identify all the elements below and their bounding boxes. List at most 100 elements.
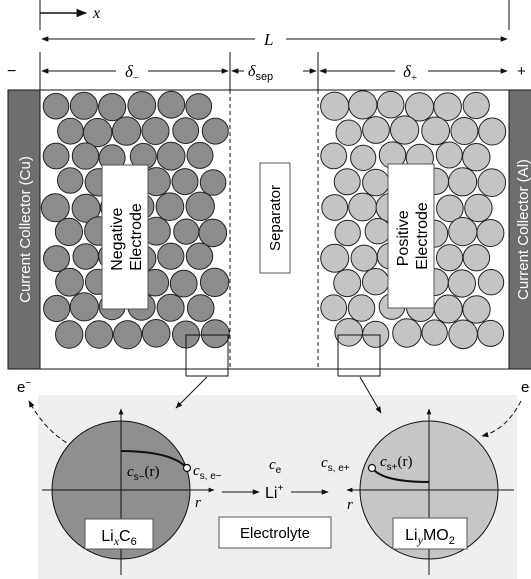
electrode-particle: [156, 293, 185, 322]
electrode-particle: [185, 93, 213, 120]
electrode-particle: [43, 245, 70, 273]
electrode-particle: [56, 167, 84, 194]
x-axis-indicator: x: [39, 0, 100, 30]
negative-electrode-label-box: Negative Electrode: [101, 164, 149, 310]
r-right-label: r: [347, 497, 353, 513]
positive-formula-box: LiyMO2: [392, 517, 468, 550]
electrode-particle: [448, 217, 478, 247]
electrode-particle: [157, 242, 185, 270]
electrode-particle: [433, 294, 463, 324]
electrode-particle: [464, 193, 493, 223]
electrode-particle: [141, 117, 170, 145]
electrode-particle: [335, 119, 362, 146]
ce-label: ce: [269, 457, 282, 476]
electrode-particle: [392, 318, 422, 348]
electrode-particle: [57, 117, 84, 145]
electrode-particle: [54, 217, 84, 246]
electrode-particle: [462, 244, 491, 272]
electrode-particle: [84, 320, 114, 349]
minus-terminal-sign: −: [7, 63, 16, 80]
electrode-particle: [421, 319, 448, 346]
electrode-particle: [83, 117, 113, 148]
electrode-particle: [155, 192, 185, 221]
positive-electrode-label-box: Positive Electrode: [387, 163, 435, 309]
positive-particle-formula: LiyMO2: [405, 527, 455, 547]
electrode-particle: [171, 168, 199, 196]
current-collector-left: Current Collector (Cu): [7, 89, 41, 370]
electrode-particle: [362, 268, 390, 296]
electrode-particle: [333, 168, 361, 196]
electrode-particle: [478, 117, 507, 146]
electrode-particle: [111, 116, 142, 146]
electrode-particle: [436, 244, 464, 272]
electrode-particle: [347, 294, 376, 322]
positive-zoom-arrow: [359, 376, 382, 414]
current-collector-right-label: Current Collector (Al): [515, 159, 531, 300]
negative-zoom-arrow: [175, 376, 208, 409]
length-dimension: L: [41, 0, 510, 49]
electrode-particle: [40, 193, 70, 223]
electrode-particle: [71, 193, 101, 223]
negative-concentration-profile: [120, 450, 187, 468]
positive-zoom-selection: [337, 334, 381, 377]
electrode-particle: [477, 269, 505, 296]
electrode-particle: [54, 320, 84, 349]
electron-right: e: [481, 379, 529, 438]
electrode-particle: [436, 194, 464, 223]
electrode-particle: [169, 269, 198, 298]
separator-label: Separator: [267, 185, 284, 251]
current-collector-left-label: Current Collector (Cu): [17, 156, 34, 303]
delta-positive-label: δ+: [403, 62, 417, 84]
electrode-particle: [186, 141, 214, 169]
electrode-particle: [364, 218, 391, 245]
delta-negative-dimension: δ−: [39, 52, 229, 90]
electrolyte-label-box: Electrolyte: [218, 516, 332, 549]
electrode-particle: [43, 294, 71, 323]
electrode-particle: [435, 141, 463, 169]
electrode-particle: [185, 242, 214, 270]
electrode-particle: [476, 219, 505, 247]
negative-particle-formula: LixC6: [101, 528, 136, 548]
electrode-particle: [320, 91, 350, 121]
length-label: L: [263, 30, 273, 49]
r-left-label: r: [195, 495, 201, 511]
li-ion-flow: Li+: [222, 483, 329, 502]
electrode-particle: [447, 269, 476, 298]
plus-terminal-sign: +: [517, 63, 526, 80]
electrode-particle: [72, 243, 99, 270]
electrode-particle: [157, 90, 186, 119]
electrode-particle: [71, 142, 100, 170]
negative-formula-box: LixC6: [84, 518, 154, 550]
electrode-particle: [156, 141, 186, 171]
electrode-particle: [113, 320, 143, 350]
electrode-particle: [42, 92, 70, 120]
electron-left-label: e−: [17, 378, 31, 396]
electrode-particle: [98, 93, 127, 122]
electrode-particle: [201, 117, 229, 145]
electrode-particle: [334, 219, 361, 247]
electrode-particle: [69, 91, 98, 120]
current-collector-right: Current Collector (Al): [508, 89, 531, 370]
electrode-particle: [350, 244, 378, 272]
electron-right-label: e: [521, 379, 529, 396]
electrode-particle: [362, 320, 390, 348]
positive-particle-model: cs+(r) r LiyMO2: [346, 408, 514, 575]
negative-zoom-selection: [185, 334, 229, 377]
separator-label-box: Separator: [259, 162, 291, 274]
electrode-particle: [320, 142, 348, 170]
li-ion-label: Li+: [265, 483, 283, 502]
delta-separator-label: δsep: [248, 63, 273, 83]
electrode-particle: [334, 318, 364, 347]
electrode-particle: [350, 144, 377, 171]
electrode-particle: [348, 90, 378, 120]
electrode-particle: [448, 319, 478, 350]
electrode-particle: [55, 267, 84, 297]
electron-right-arrow: [481, 400, 522, 438]
electron-left: e−: [17, 378, 89, 454]
electrode-particle: [362, 168, 390, 197]
cs-positive-label: cs+(r): [380, 454, 413, 473]
positive-surface-point: [367, 463, 377, 473]
electrode-particle: [462, 143, 491, 172]
electrode-particle: [173, 218, 200, 245]
